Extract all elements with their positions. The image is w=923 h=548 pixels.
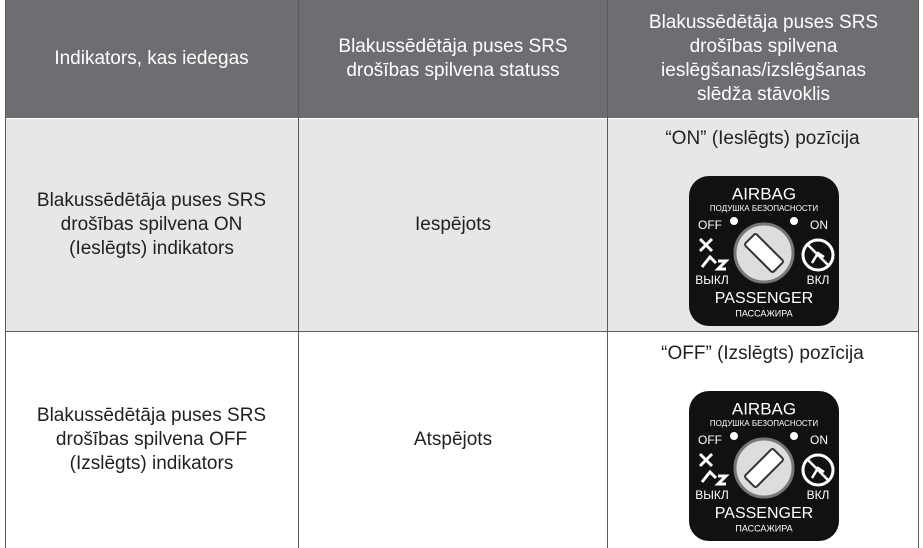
indicator-dot	[790, 432, 798, 440]
switch-label: PASSENGER	[715, 505, 813, 522]
border	[298, 0, 299, 548]
off-icon	[698, 237, 730, 271]
switch-label: ПАССАЖИРА	[735, 523, 792, 533]
indicator-dot	[730, 432, 738, 440]
switch-label: AIRBAG	[732, 399, 796, 418]
table-cell: Blakussēdētāja puses SRS drošības spilve…	[36, 405, 267, 474]
border	[918, 0, 919, 548]
header-cell: Blakussēdētāja puses SRS drošības spilve…	[299, 0, 607, 118]
switch-label: ПОДУШКА БЕЗОПАСНОСТИ	[710, 419, 818, 428]
on-icon	[807, 244, 829, 266]
switch-label: ВЫКЛ	[695, 273, 729, 287]
table-cell: Iespējots	[299, 119, 607, 331]
switch-label: OFF	[698, 218, 722, 232]
border	[5, 0, 6, 548]
on-icon	[801, 238, 835, 272]
key	[744, 233, 784, 273]
key	[744, 448, 784, 488]
switch-label: PASSENGER	[715, 290, 813, 307]
indicator-dot	[730, 217, 738, 225]
off-icon	[698, 452, 730, 486]
header-cell: Indikators, kas iedegas	[5, 0, 298, 118]
switch-position: “OFF” (Izslēgts) pozīcija	[661, 343, 864, 364]
on-icon	[801, 453, 835, 487]
border	[5, 331, 919, 332]
switch-label: ВКЛ	[807, 488, 830, 502]
switch-label: ПОДУШКА БЕЗОПАСНОСТИ	[710, 204, 818, 213]
border	[607, 0, 608, 548]
switch-label: ВЫКЛ	[695, 488, 729, 502]
switch-label: OFF	[698, 433, 722, 447]
indicator-dot	[790, 217, 798, 225]
on-icon	[807, 459, 829, 481]
switch-label: ПАССАЖИРА	[735, 308, 792, 318]
table-cell: Atspējots	[413, 429, 493, 450]
switch-position: “ON” (Ieslēgts) pozīcija	[665, 128, 860, 149]
header-cell: Blakussēdētāja puses SRS drošības spilve…	[608, 0, 919, 118]
switch-label: ВКЛ	[807, 273, 830, 287]
switch-label: ON	[810, 218, 828, 232]
switch-label: ON	[810, 433, 828, 447]
table-cell: Blakussēdētāja puses SRS drošības spilve…	[5, 119, 298, 331]
switch-label: AIRBAG	[732, 184, 796, 203]
